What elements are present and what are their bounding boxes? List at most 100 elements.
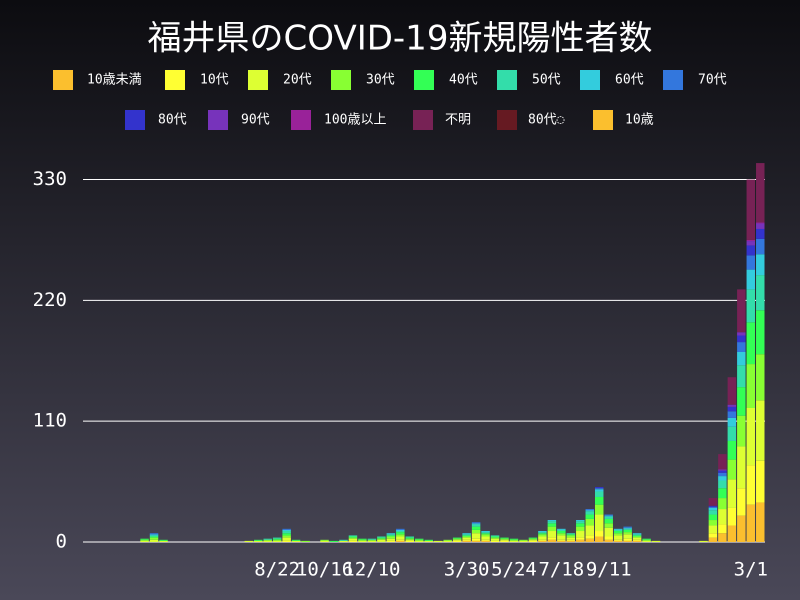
bar-segment xyxy=(471,526,481,530)
bar-segment xyxy=(424,539,433,541)
bar-segment xyxy=(756,238,765,255)
bar-segment xyxy=(727,377,737,405)
bar-segment xyxy=(149,534,159,536)
bar-segment xyxy=(490,537,500,539)
bar-segment xyxy=(396,532,405,535)
bar-segment xyxy=(595,504,604,515)
bar-segment xyxy=(632,537,642,540)
bar-segment xyxy=(604,518,613,524)
bar-segment xyxy=(282,528,291,530)
bar-segment xyxy=(604,536,613,540)
bar-segment xyxy=(547,526,557,532)
bar-segment xyxy=(405,536,415,538)
bar-segment xyxy=(746,465,756,505)
y-tick-label: 220 xyxy=(33,289,67,311)
bar-segment xyxy=(604,515,613,517)
x-tick-label: 3/30 xyxy=(444,559,490,581)
bar-segment xyxy=(254,539,263,541)
bar-segment xyxy=(576,539,585,542)
bar-segment xyxy=(595,489,604,492)
bar-segment xyxy=(557,535,566,540)
x-tick-label: 9/11 xyxy=(586,559,632,581)
bar-segment xyxy=(396,531,405,533)
bar-segment xyxy=(585,518,594,526)
bar-segment xyxy=(528,540,538,542)
bar-segment xyxy=(727,459,737,480)
bar-segment xyxy=(651,540,661,542)
bar-segment xyxy=(519,540,528,542)
bar-segment xyxy=(756,163,765,223)
bar-segment xyxy=(737,446,746,489)
bar-segment xyxy=(566,533,576,535)
bar-segment xyxy=(263,538,272,540)
bar-segment xyxy=(595,514,604,532)
bar-segment xyxy=(718,524,727,534)
bar-segment xyxy=(756,502,765,542)
bar-segment xyxy=(737,515,746,542)
legend-swatch xyxy=(414,70,434,90)
bar-segment xyxy=(282,531,291,534)
bar-segment xyxy=(585,514,594,519)
bar-segment xyxy=(557,539,566,541)
bar-segment xyxy=(377,537,386,539)
bar-segment xyxy=(538,532,547,534)
bar-segment xyxy=(718,470,727,473)
bar-segment xyxy=(756,310,765,355)
legend-label: 30代 xyxy=(366,73,395,88)
bar-segment xyxy=(282,529,291,532)
bar-segment xyxy=(746,245,756,256)
bar-segment xyxy=(746,289,756,323)
bar-segment xyxy=(159,539,168,541)
bar-segment xyxy=(415,540,424,542)
bar-segment xyxy=(386,538,396,541)
bar-segment xyxy=(604,527,613,537)
bar-segment xyxy=(737,488,746,516)
bar-segment xyxy=(471,533,481,539)
bar-segment xyxy=(424,540,433,542)
bar-segment xyxy=(386,535,396,537)
bar-segment xyxy=(623,528,632,530)
bar-segment xyxy=(320,539,329,541)
bar-segment xyxy=(462,535,471,537)
bar-segment xyxy=(272,538,282,540)
bar-segment xyxy=(727,507,737,526)
x-tick-label: 5/24 xyxy=(491,559,537,581)
legend-label: 10歳 xyxy=(625,113,654,128)
legend-swatch xyxy=(248,70,268,90)
bar-segment xyxy=(613,529,623,532)
bar-segment xyxy=(367,540,377,542)
bar-segment xyxy=(471,524,481,527)
bar-segment xyxy=(557,533,566,536)
bar-segment xyxy=(576,520,585,522)
bar-segment xyxy=(282,533,291,536)
bar-segment xyxy=(718,533,727,542)
legend-label: 不明 xyxy=(445,113,471,128)
bar-segment xyxy=(348,537,358,539)
bar-segment xyxy=(320,540,329,542)
bar-segment xyxy=(737,365,746,388)
bar-segment xyxy=(632,535,642,537)
bar-segment xyxy=(348,540,358,542)
bar-segment xyxy=(433,540,443,542)
bar-segment xyxy=(746,239,756,242)
bar-segment xyxy=(613,531,623,534)
bar-segment xyxy=(756,222,765,224)
bar-segment xyxy=(538,531,547,533)
bar-segment xyxy=(547,537,557,540)
bar-segment xyxy=(718,488,727,499)
bar-segment xyxy=(756,400,765,461)
bar-segment xyxy=(708,498,718,506)
bar-segment xyxy=(595,496,604,505)
bar-segment xyxy=(140,539,149,541)
bar-segment xyxy=(396,540,405,542)
bar-segment xyxy=(613,528,623,530)
bar-segment xyxy=(528,537,538,539)
bar-segment xyxy=(708,506,718,508)
bar-segment xyxy=(490,538,500,541)
bar-segment xyxy=(339,539,348,541)
bar-segment xyxy=(746,179,756,240)
legend-swatch xyxy=(125,110,145,130)
bar-segment xyxy=(727,417,737,427)
bar-segment xyxy=(367,539,377,541)
bar-segment xyxy=(471,529,481,534)
